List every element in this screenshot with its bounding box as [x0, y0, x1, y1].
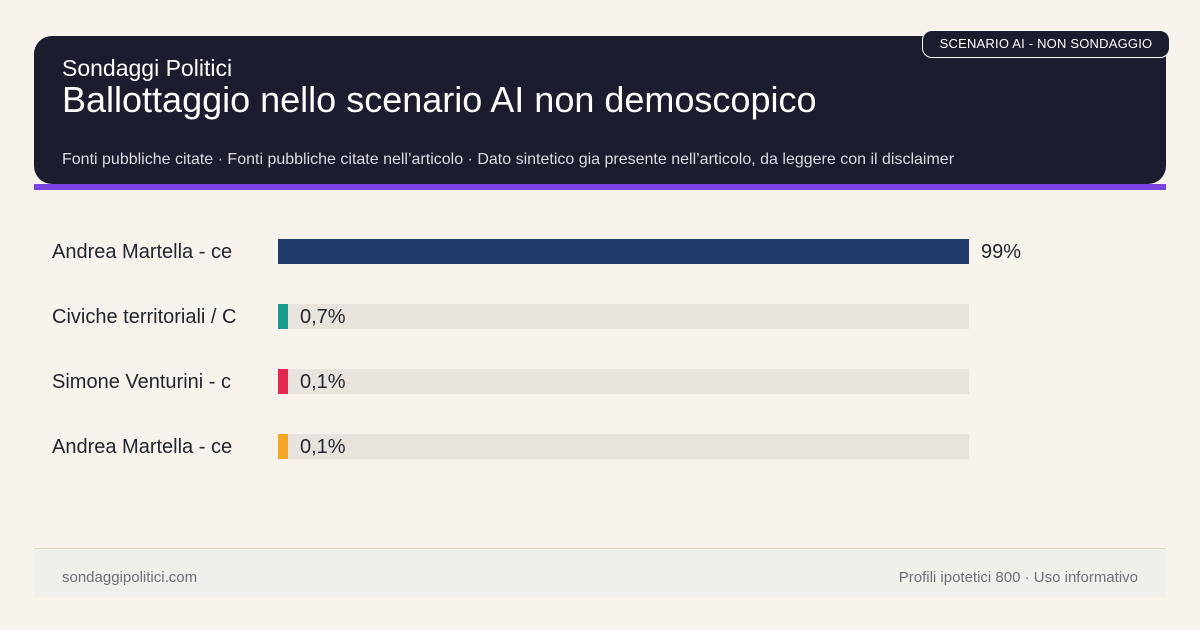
bar-track — [278, 434, 969, 459]
header-panel — [34, 36, 1166, 184]
bar — [278, 239, 969, 264]
category-label: Simone Venturini - c — [52, 371, 231, 393]
footer-site: sondaggipolitici.com — [62, 569, 198, 586]
category-label: Andrea Martella - ce — [52, 436, 232, 458]
category-label: Civiche territoriali / C — [52, 306, 236, 328]
bar-track — [278, 369, 969, 394]
bar-track — [278, 304, 969, 329]
footer-divider — [34, 548, 1166, 549]
bar — [278, 434, 288, 459]
bar — [278, 369, 288, 394]
category-label: Andrea Martella - ce — [52, 241, 232, 263]
bar — [278, 304, 288, 329]
chart-title: Ballottaggio nello scenario AI non demos… — [62, 79, 817, 120]
footer: sondaggipolitici.com Profili ipotetici 8… — [34, 549, 1166, 597]
data-label: 0,1% — [300, 436, 346, 458]
chart-subtitle: Fonti pubbliche citate · Fonti pubbliche… — [62, 151, 955, 168]
brand-name: Sondaggi Politici — [62, 55, 233, 81]
header-accent-bar — [34, 184, 1166, 190]
data-label: 99% — [981, 241, 1021, 263]
data-label: 0,7% — [300, 306, 346, 328]
data-label: 0,1% — [300, 371, 346, 393]
scenario-badge: SCENARIO AI - NON SONDAGGIO — [922, 30, 1170, 58]
footer-note: Profili ipotetici 800 · Uso informativo — [898, 569, 1138, 586]
